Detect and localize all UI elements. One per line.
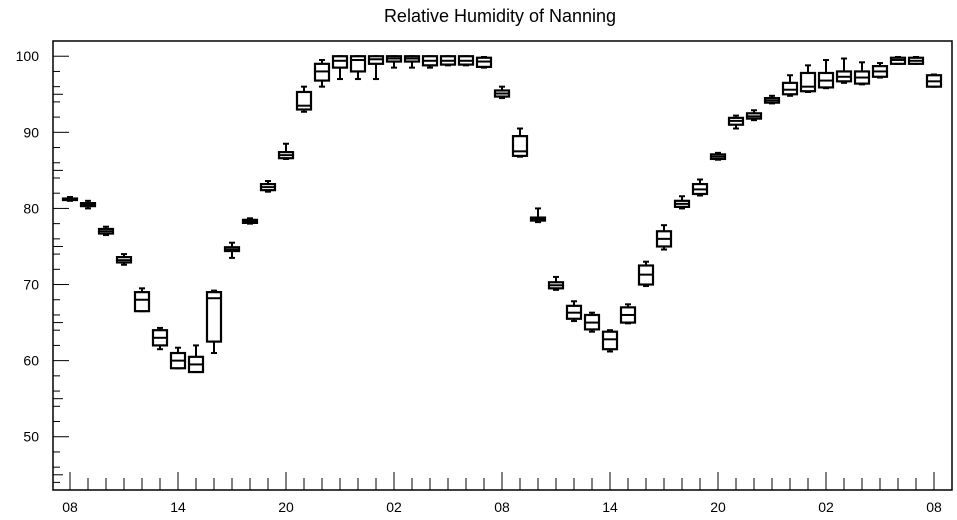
x-tick-label: 14 bbox=[602, 499, 618, 515]
box bbox=[547, 275, 565, 291]
box bbox=[727, 114, 745, 130]
box bbox=[115, 253, 133, 266]
box-series bbox=[61, 55, 943, 374]
plot-frame bbox=[52, 40, 953, 491]
x-tick-label: 08 bbox=[926, 499, 942, 515]
box bbox=[331, 55, 349, 81]
y-tick-label: 70 bbox=[23, 277, 39, 293]
box bbox=[133, 287, 151, 313]
x-tick-label: 20 bbox=[278, 499, 294, 515]
box bbox=[277, 142, 295, 160]
box bbox=[583, 311, 601, 333]
x-tick-label: 08 bbox=[62, 499, 78, 515]
x-axis: 08 14 20 02 08 14 20 02 08 bbox=[62, 472, 942, 515]
box bbox=[295, 85, 313, 113]
box bbox=[259, 180, 277, 193]
box bbox=[907, 55, 925, 65]
x-tick-label: 02 bbox=[818, 499, 834, 515]
box bbox=[61, 196, 79, 202]
box bbox=[709, 151, 727, 161]
box bbox=[187, 344, 205, 374]
box bbox=[853, 61, 871, 86]
chart-title: Relative Humidity of Nanning bbox=[384, 6, 616, 26]
box bbox=[97, 225, 115, 237]
box bbox=[313, 59, 331, 88]
box bbox=[205, 289, 223, 355]
box bbox=[349, 55, 367, 81]
box bbox=[169, 346, 187, 370]
x-tick-label: 20 bbox=[710, 499, 726, 515]
box bbox=[637, 260, 655, 288]
box bbox=[439, 55, 457, 67]
box-iqr bbox=[133, 291, 151, 313]
box bbox=[565, 300, 583, 323]
box bbox=[655, 224, 673, 251]
box bbox=[475, 55, 493, 69]
box bbox=[799, 64, 817, 93]
box bbox=[691, 178, 709, 197]
box bbox=[673, 195, 691, 210]
box-iqr bbox=[295, 90, 313, 111]
box bbox=[763, 94, 781, 105]
box bbox=[871, 62, 889, 79]
box-iqr bbox=[511, 135, 529, 158]
box bbox=[151, 326, 169, 351]
box bbox=[493, 85, 511, 100]
box bbox=[529, 207, 547, 224]
box bbox=[511, 127, 529, 158]
x-tick-label: 08 bbox=[494, 499, 510, 515]
box-iqr bbox=[799, 71, 817, 93]
box bbox=[619, 303, 637, 325]
y-axis: 50 60 70 80 90 100 bbox=[16, 40, 69, 483]
box bbox=[385, 55, 403, 69]
y-tick-label: 100 bbox=[16, 48, 40, 64]
x-tick-label: 02 bbox=[386, 499, 402, 515]
y-tick-label: 80 bbox=[23, 200, 39, 216]
y-tick-label: 50 bbox=[23, 429, 39, 445]
x-tick-label: 14 bbox=[170, 499, 186, 515]
y-tick-label: 60 bbox=[23, 353, 39, 369]
box-iqr bbox=[331, 55, 349, 69]
box-iqr bbox=[781, 81, 799, 96]
box bbox=[421, 55, 439, 69]
box bbox=[817, 59, 835, 90]
box bbox=[79, 199, 97, 210]
box bbox=[241, 217, 259, 225]
box bbox=[601, 329, 619, 353]
box-iqr bbox=[205, 291, 223, 343]
box bbox=[889, 55, 907, 65]
box bbox=[745, 109, 763, 122]
box-iqr bbox=[601, 330, 619, 351]
y-tick-label: 90 bbox=[23, 124, 39, 140]
box-iqr bbox=[349, 55, 367, 73]
box bbox=[457, 55, 475, 67]
box bbox=[835, 57, 853, 84]
box bbox=[781, 74, 799, 97]
box bbox=[367, 55, 385, 81]
box bbox=[925, 73, 943, 88]
box bbox=[403, 55, 421, 69]
box bbox=[223, 241, 241, 259]
